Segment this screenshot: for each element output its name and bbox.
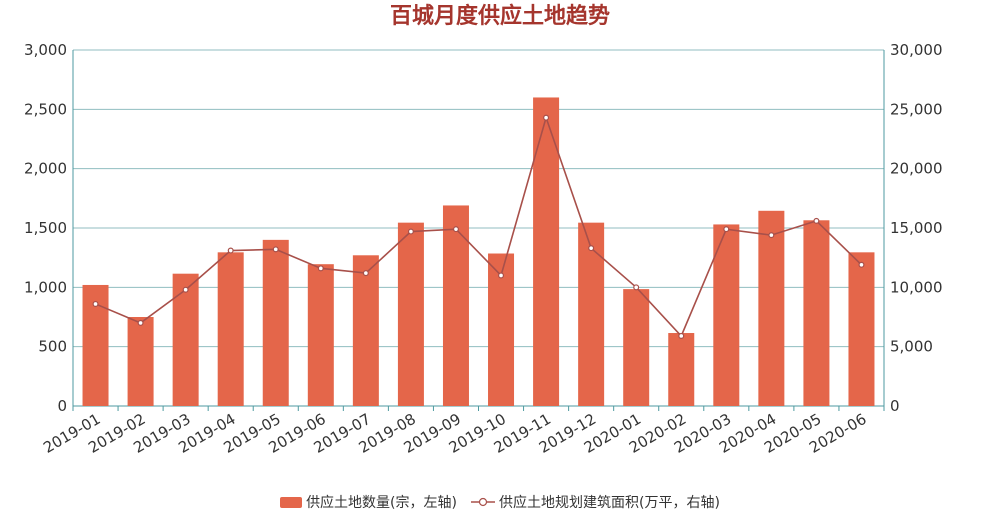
y-left-tick-label: 1,000 [24,278,67,296]
line-point [272,246,279,253]
bar [352,255,379,406]
line-point [813,217,820,224]
line-series [95,114,863,338]
bar [217,252,244,406]
legend: 供应土地数量(宗，左轴) 供应土地规划建筑面积(万平，右轴) [0,490,1000,514]
y-right-tick-label: 10,000 [890,278,943,296]
bar [307,264,334,406]
line-point [723,226,730,233]
y-left-tick-label: 500 [38,338,67,356]
legend-line-swatch [471,497,495,507]
bar [172,273,199,406]
legend-line-label: 供应土地规划建筑面积(万平，右轴) [499,495,720,511]
line-point [633,284,640,291]
bar [262,239,289,406]
line-point [92,300,99,307]
line-point [452,226,459,233]
y-left-tick-label: 1,500 [24,219,67,237]
bar [668,333,695,406]
line-point [362,270,369,277]
y-right-tick-label: 5,000 [890,338,933,356]
y-left-tick-label: 2,000 [24,160,67,178]
y-right-tick-label: 25,000 [890,100,943,118]
bar [713,224,740,406]
line-point [407,228,414,235]
line-point [678,332,685,339]
line-point [137,319,144,326]
y-left-tick-label: 3,000 [24,41,67,59]
bar [397,222,424,406]
line-point [858,261,865,268]
y-right-tick-label: 30,000 [890,41,943,59]
bar [803,220,830,406]
bar [578,222,605,406]
bar [623,289,650,406]
line-point [543,114,550,121]
bar [442,205,469,406]
legend-bar-label: 供应土地数量(宗，左轴) [306,495,457,511]
y-left-tick-label: 2,500 [24,100,67,118]
bar [127,317,154,406]
line-point [182,286,189,293]
line-point [498,272,505,279]
bar [848,252,875,406]
line-point [227,247,234,254]
legend-bar-swatch [280,496,303,508]
legend-item-bar[interactable]: 供应土地数量(宗，左轴) [280,492,457,512]
line-point [317,265,324,272]
y-right-tick-label: 0 [890,397,900,415]
bar [758,210,785,406]
bar [488,253,515,406]
y-left-tick-label: 0 [57,397,67,415]
y-right-tick-label: 20,000 [890,160,943,178]
y-right-tick-label: 15,000 [890,219,943,237]
line-point [588,245,595,252]
line-point [768,232,775,239]
legend-item-line[interactable]: 供应土地规划建筑面积(万平，右轴) [471,492,720,512]
chart-title: 百城月度供应土地趋势 [389,4,610,29]
